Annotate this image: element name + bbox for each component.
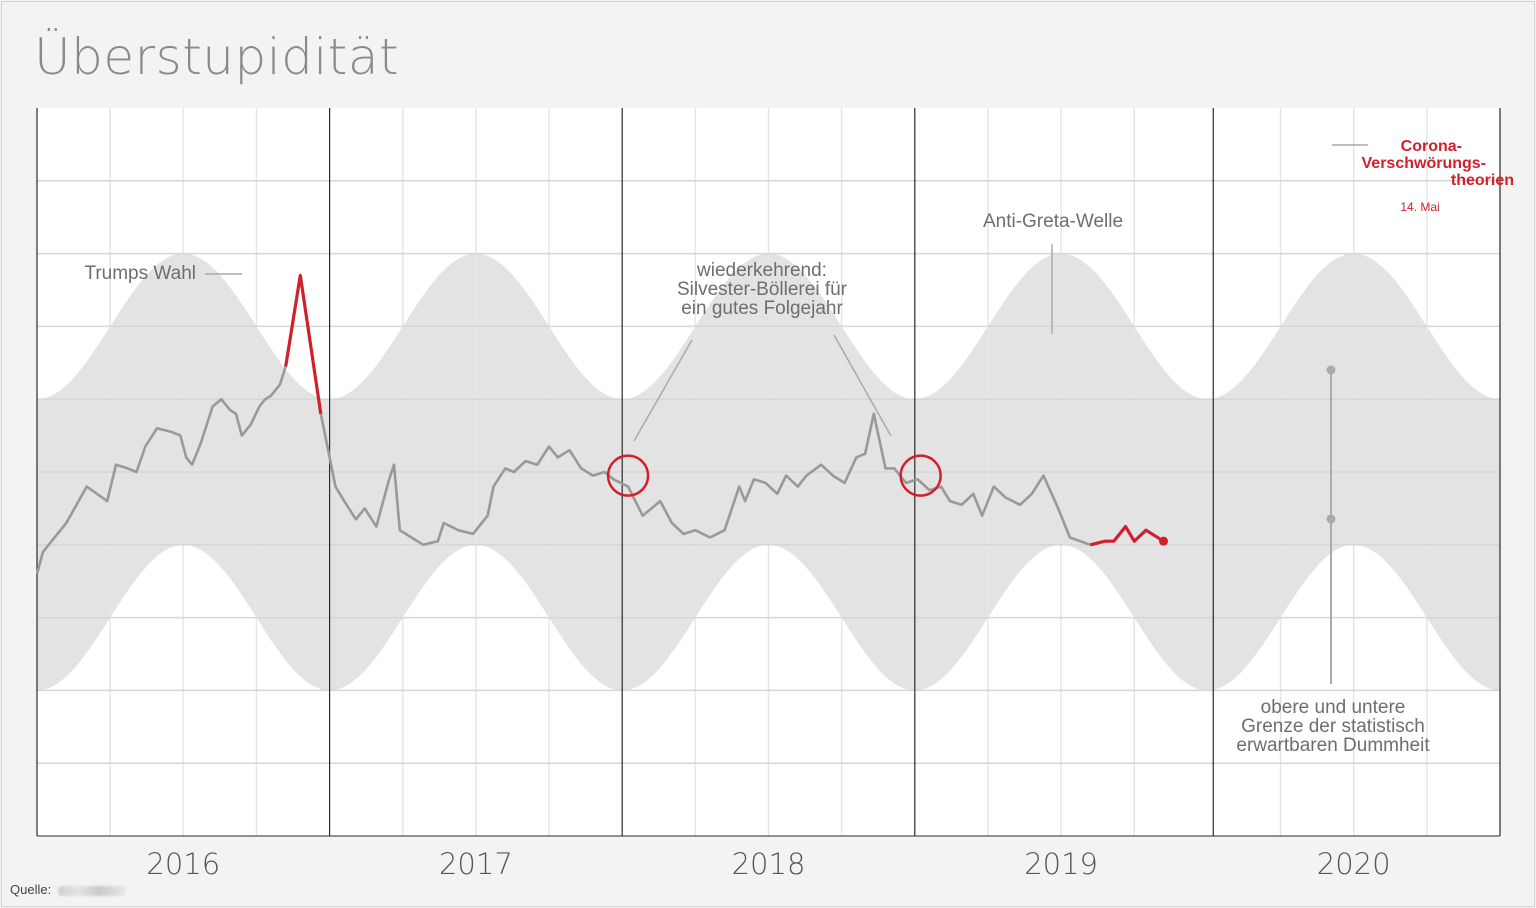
year-label-2019: 2019 [1024,847,1098,881]
trump-election-highlight [284,273,323,415]
year-label-2020: 2020 [1317,847,1391,881]
year-label-2017: 2017 [439,847,513,881]
annotation-corona-line-2: Verschwörungs- [1362,155,1486,172]
annotation-trump: Trumps Wahl [84,263,196,284]
corona-endpoint-dot [1159,536,1169,546]
annotation-band-line-2: Grenze der statistisch [1241,716,1425,737]
annotation-silvester-line-3: ein gutes Folgejahr [681,298,843,319]
silvester-leader-1 [633,339,693,442]
silvester-circle-2 [899,454,942,497]
band-lower-dot [1326,514,1336,524]
annotation-corona-date: 14. Mai [1400,200,1439,214]
annotation-band-line-1: obere und untere [1261,697,1406,718]
chart-title: Überstupidität [34,28,400,86]
stupidity-line [35,274,1165,575]
annotation-band-line-3: erwartbaren Dummheit [1236,735,1430,756]
blurred-source-text [58,886,126,896]
anti-greta-highlight [1090,525,1165,547]
annotation-greta: Anti-Greta-Welle [983,211,1123,232]
annotation-corona-line-1: Corona- [1401,138,1462,155]
annotation-silvester-line-1: wiederkehrend: [696,260,827,281]
year-label-2016: 2016 [146,847,220,881]
silvester-circle-1 [606,454,650,497]
annotation-corona-line-3: theorien [1451,172,1514,189]
source-label: Quelle: [10,882,52,897]
annotation-silvester-line-2: Silvester-Böllerei für [677,279,848,300]
silvester-leader-2 [833,334,892,437]
band-upper-dot [1326,365,1336,375]
year-label-2018: 2018 [732,847,806,881]
